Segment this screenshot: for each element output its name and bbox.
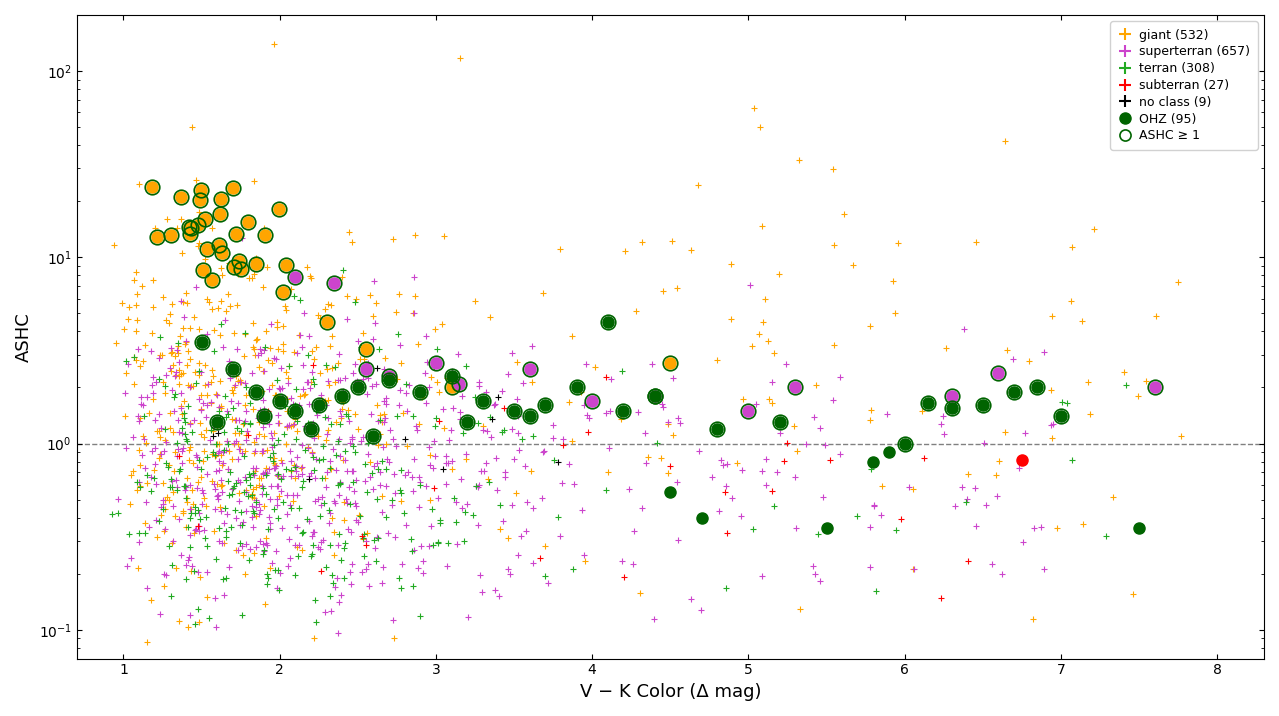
Y-axis label: ASHC: ASHC	[15, 312, 33, 362]
X-axis label: V − K Color (Δ mag): V − K Color (Δ mag)	[579, 683, 761, 701]
Legend: giant (532), superterran (657), terran (308), subterran (27), no class (9), OHZ : giant (532), superterran (657), terran (…	[1110, 21, 1257, 150]
